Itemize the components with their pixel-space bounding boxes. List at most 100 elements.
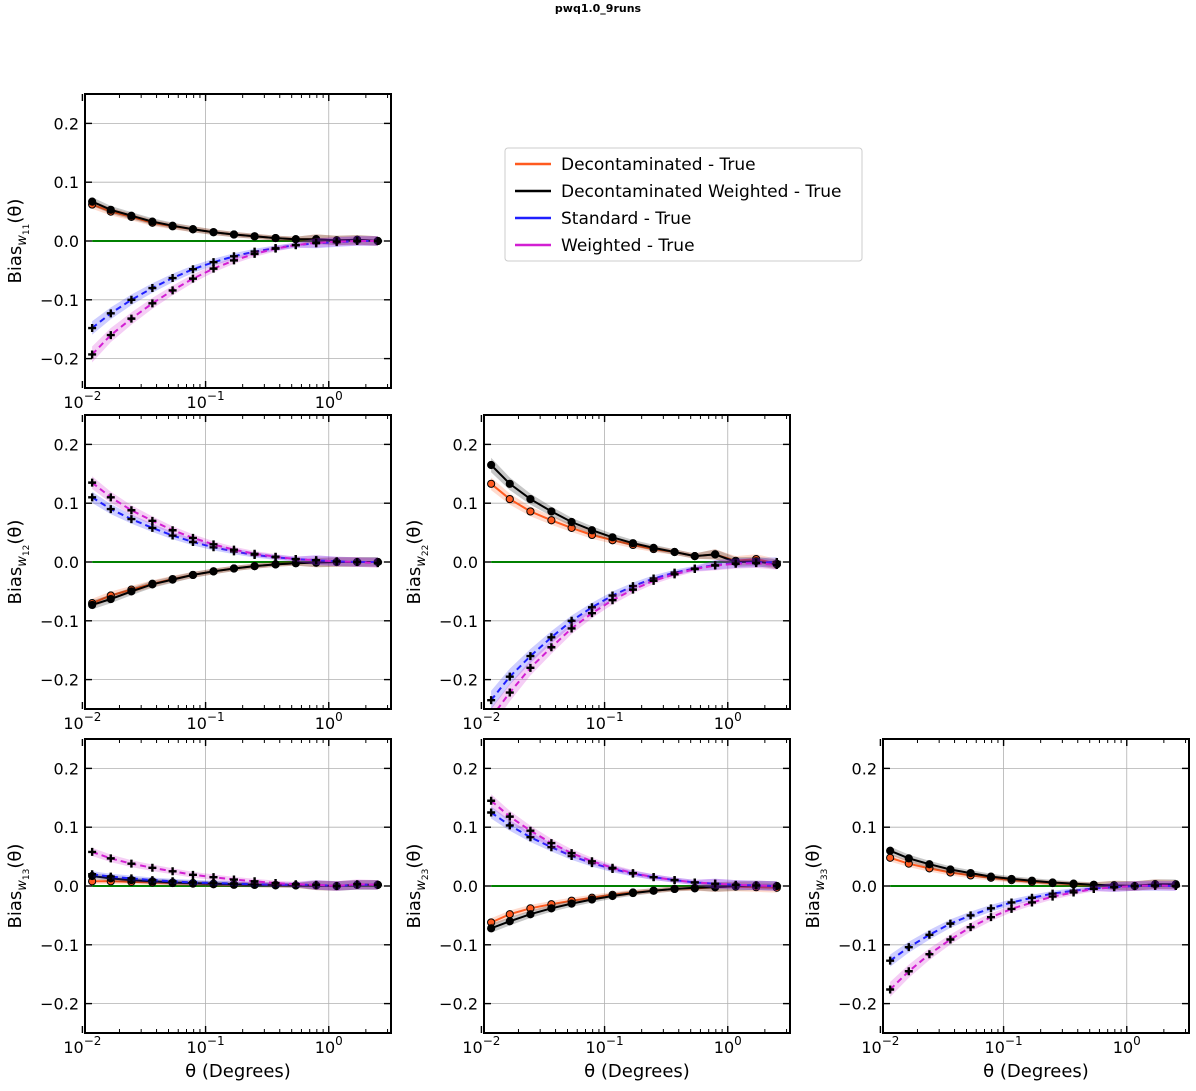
y-tick-label: −0.2 — [439, 671, 478, 690]
legend-entry-decontaminated_weighted: Decontaminated Weighted - True — [515, 182, 841, 202]
data-point — [250, 232, 259, 241]
data-point — [88, 870, 97, 879]
data-point — [148, 516, 157, 525]
data-point — [966, 868, 975, 878]
data-point — [106, 505, 115, 514]
y-tick-label: −0.1 — [40, 612, 79, 631]
data-point — [608, 596, 617, 605]
y-tick-label: −0.1 — [439, 936, 478, 955]
data-point — [127, 587, 136, 596]
series-weighted — [88, 847, 382, 891]
panel-group: 0.20.10.0−0.1−0.210−2 10−1 100Biasw11(θ)0.… — [5, 93, 1190, 1082]
data-point — [209, 540, 218, 549]
data-point — [567, 616, 576, 625]
data-point — [649, 543, 658, 552]
data-point — [148, 217, 157, 226]
data-point — [567, 517, 576, 527]
series-weighted — [88, 476, 382, 568]
data-point — [904, 943, 913, 952]
y-tick-label: −0.1 — [40, 291, 79, 310]
x-tick-label: 10−2 — [462, 1034, 500, 1057]
data-point — [1048, 878, 1057, 887]
data-point — [106, 854, 115, 863]
data-point — [986, 904, 995, 913]
data-point — [271, 879, 280, 888]
data-point — [711, 561, 720, 570]
plot-area — [88, 476, 382, 610]
data-point — [487, 808, 496, 817]
data-point — [88, 197, 97, 206]
data-point — [148, 284, 157, 293]
panel-w33: 0.2 0.1 0.0 −0.1 −0.2 10−2 10−1 100 Biasw33(θ) θ … — [803, 738, 1190, 1082]
data-point — [168, 575, 177, 584]
data-point — [526, 663, 535, 672]
error-band — [491, 477, 777, 569]
y-tick-label: −0.2 — [40, 350, 79, 369]
data-point — [88, 493, 97, 502]
x-tick-label: 100 — [315, 1034, 343, 1057]
data-point — [106, 594, 115, 604]
y-tick-label: −0.2 — [40, 671, 79, 690]
data-point — [567, 849, 576, 858]
data-point — [649, 576, 658, 585]
data-point — [312, 556, 321, 565]
data-point — [127, 314, 136, 323]
legend-label: Decontaminated - True — [561, 155, 756, 175]
data-point — [271, 560, 280, 569]
x-tick-label: 10−1 — [187, 1034, 225, 1057]
data-point — [711, 550, 720, 559]
data-point — [271, 244, 280, 253]
data-point — [731, 880, 740, 889]
data-point — [649, 873, 658, 882]
data-point — [168, 221, 177, 230]
data-point — [628, 539, 638, 548]
data-point — [670, 876, 679, 885]
data-point — [567, 624, 576, 633]
data-point — [526, 494, 535, 504]
data-point — [250, 562, 259, 571]
data-point — [587, 895, 597, 904]
data-point — [209, 873, 218, 882]
data-point — [628, 869, 637, 878]
data-point — [188, 870, 197, 879]
data-point — [628, 888, 638, 898]
data-point — [188, 878, 197, 887]
x-axis-label: θ (Degrees) — [185, 1061, 291, 1082]
data-point — [487, 924, 496, 933]
y-tick-label: 0.2 — [54, 759, 79, 778]
y-axis-label: Biasw11(θ) — [5, 199, 32, 284]
data-point — [353, 558, 362, 566]
data-point — [1069, 879, 1078, 888]
y-tick-label: 0.1 — [453, 818, 478, 837]
y-tick-label: 0.2 — [852, 759, 877, 778]
data-point — [547, 643, 556, 652]
data-point — [106, 493, 115, 502]
data-point — [547, 507, 556, 516]
data-point — [312, 238, 321, 247]
data-point — [88, 847, 97, 856]
data-point — [188, 265, 197, 274]
y-tick-label: 0.2 — [453, 435, 478, 454]
data-point — [250, 249, 259, 258]
ticks — [480, 415, 790, 709]
data-point — [946, 935, 955, 944]
data-point — [886, 846, 895, 855]
y-tick-label: 0.1 — [54, 173, 79, 192]
x-tick-label: 10−1 — [187, 389, 225, 412]
figure-title: pwq1.0_9runs — [555, 2, 642, 15]
data-point — [608, 891, 617, 901]
data-point — [731, 559, 740, 568]
data-point — [168, 274, 177, 283]
y-tick-label: −0.1 — [40, 936, 79, 955]
data-point — [711, 879, 720, 888]
series-line — [91, 481, 378, 565]
data-point — [628, 585, 637, 594]
data-point — [312, 880, 321, 889]
data-point — [127, 295, 136, 304]
series-decontaminated — [487, 477, 781, 569]
ticks — [81, 94, 391, 388]
data-point — [148, 523, 157, 532]
y-tick-label: 0.2 — [453, 759, 478, 778]
y-tick-label: −0.2 — [40, 995, 79, 1014]
data-point — [487, 696, 496, 705]
